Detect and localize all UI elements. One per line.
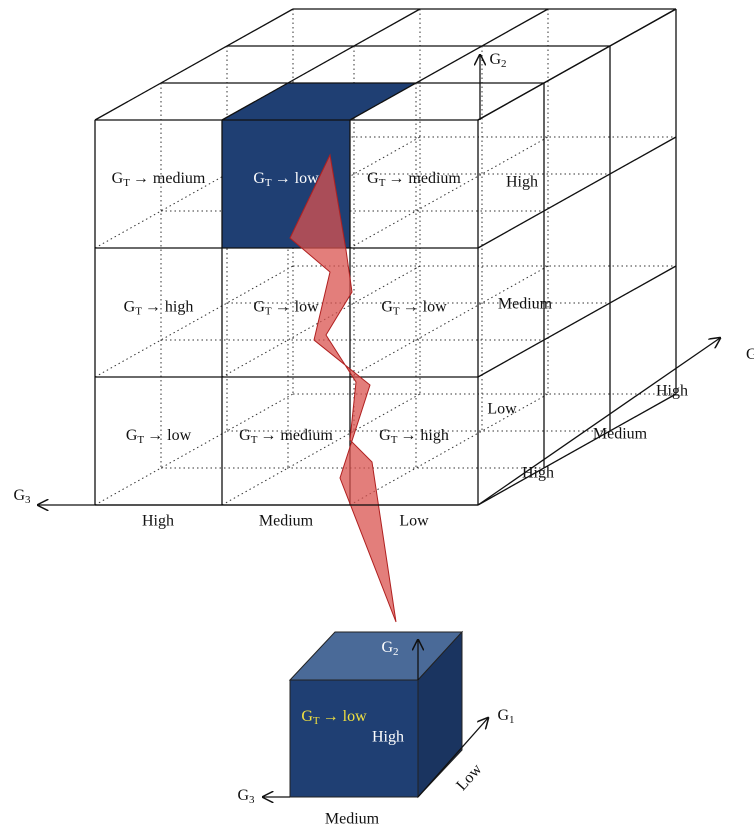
- small-cube-front: [289, 679, 419, 798]
- relation: → high: [145, 298, 193, 315]
- level-label: High: [656, 383, 688, 400]
- relation: → medium: [260, 427, 333, 444]
- subscript: T: [123, 177, 130, 189]
- axis-label: G3: [13, 487, 31, 506]
- hidden-edge: [349, 265, 549, 378]
- variable: G: [379, 427, 391, 444]
- subscript: 2: [501, 58, 507, 70]
- subscript: T: [137, 434, 144, 446]
- cell-label: GT → high: [379, 427, 449, 446]
- level-label: Low: [453, 761, 486, 795]
- level-label: High: [142, 513, 174, 530]
- edge: [477, 265, 677, 378]
- relation: → low: [403, 298, 447, 315]
- highlight-top: [222, 83, 416, 120]
- variable: G: [253, 170, 265, 187]
- axis-label: G2: [489, 51, 506, 70]
- relation: → low: [275, 170, 319, 187]
- cell-label: GT → high: [124, 298, 194, 317]
- level-label: High: [522, 465, 554, 482]
- cell-label: GT → low: [126, 427, 192, 446]
- variable: G: [237, 787, 249, 804]
- hidden-edge: [349, 136, 549, 249]
- axis-label: G3: [237, 787, 255, 806]
- subscript: T: [313, 715, 320, 727]
- cell-label: GT → medium: [239, 427, 333, 446]
- axis-label: G1: [746, 346, 754, 365]
- relation: → medium: [133, 170, 206, 187]
- cell-label: GT → low: [253, 170, 319, 189]
- subscript: T: [379, 177, 386, 189]
- variable: G: [489, 51, 501, 68]
- subscript: T: [251, 434, 258, 446]
- level-label: Medium: [593, 426, 648, 443]
- relation: → high: [400, 427, 448, 444]
- axis-label: G2: [381, 639, 398, 658]
- level-label: High: [372, 729, 404, 746]
- edge: [477, 8, 677, 121]
- hidden-edge: [221, 393, 421, 506]
- subscript: T: [393, 305, 400, 317]
- level-label: Medium: [325, 811, 380, 828]
- hidden-edge: [94, 393, 294, 506]
- axis-label: G1: [497, 707, 514, 726]
- variable: G: [239, 427, 251, 444]
- variable: G: [381, 298, 393, 315]
- subscript: 2: [393, 646, 399, 658]
- level-label: Medium: [498, 296, 553, 313]
- variable: G: [381, 639, 393, 656]
- subscript: T: [135, 305, 142, 317]
- edge: [94, 8, 294, 121]
- cube-lines: [94, 8, 677, 506]
- g1-axis: [477, 338, 720, 506]
- subscript: T: [265, 305, 272, 317]
- edge: [477, 136, 677, 249]
- edge: [477, 393, 677, 506]
- variable: G: [367, 170, 379, 187]
- subscript: 3: [249, 794, 255, 806]
- subscript: 1: [509, 714, 515, 726]
- relation: → low: [323, 708, 367, 725]
- edge: [221, 8, 421, 121]
- small-g1-axis: [417, 718, 488, 798]
- subscript: 3: [25, 494, 31, 506]
- variable: G: [112, 170, 124, 187]
- level-label: High: [506, 174, 538, 191]
- cell-label: GT → low: [381, 298, 447, 317]
- variable: G: [126, 427, 138, 444]
- relation: → low: [147, 427, 191, 444]
- variable: G: [253, 298, 265, 315]
- cell-label: GT → medium: [112, 170, 206, 189]
- variable: G: [301, 708, 313, 725]
- cell-label: GT → low: [301, 708, 367, 727]
- level-label: Medium: [259, 513, 314, 530]
- level-label: Low: [487, 401, 517, 418]
- relation: → medium: [388, 170, 461, 187]
- cell-label: GT → low: [253, 298, 319, 317]
- subscript: T: [265, 177, 272, 189]
- hidden-edge: [349, 393, 549, 506]
- variable: G: [746, 346, 754, 363]
- subscript: T: [391, 434, 398, 446]
- variable: G: [124, 298, 136, 315]
- relation: → low: [275, 298, 319, 315]
- level-label: Low: [399, 513, 429, 530]
- variable: G: [13, 487, 25, 504]
- edge: [349, 8, 549, 121]
- hidden-edge: [94, 265, 294, 378]
- variable: G: [497, 707, 509, 724]
- cell-label: GT → medium: [367, 170, 461, 189]
